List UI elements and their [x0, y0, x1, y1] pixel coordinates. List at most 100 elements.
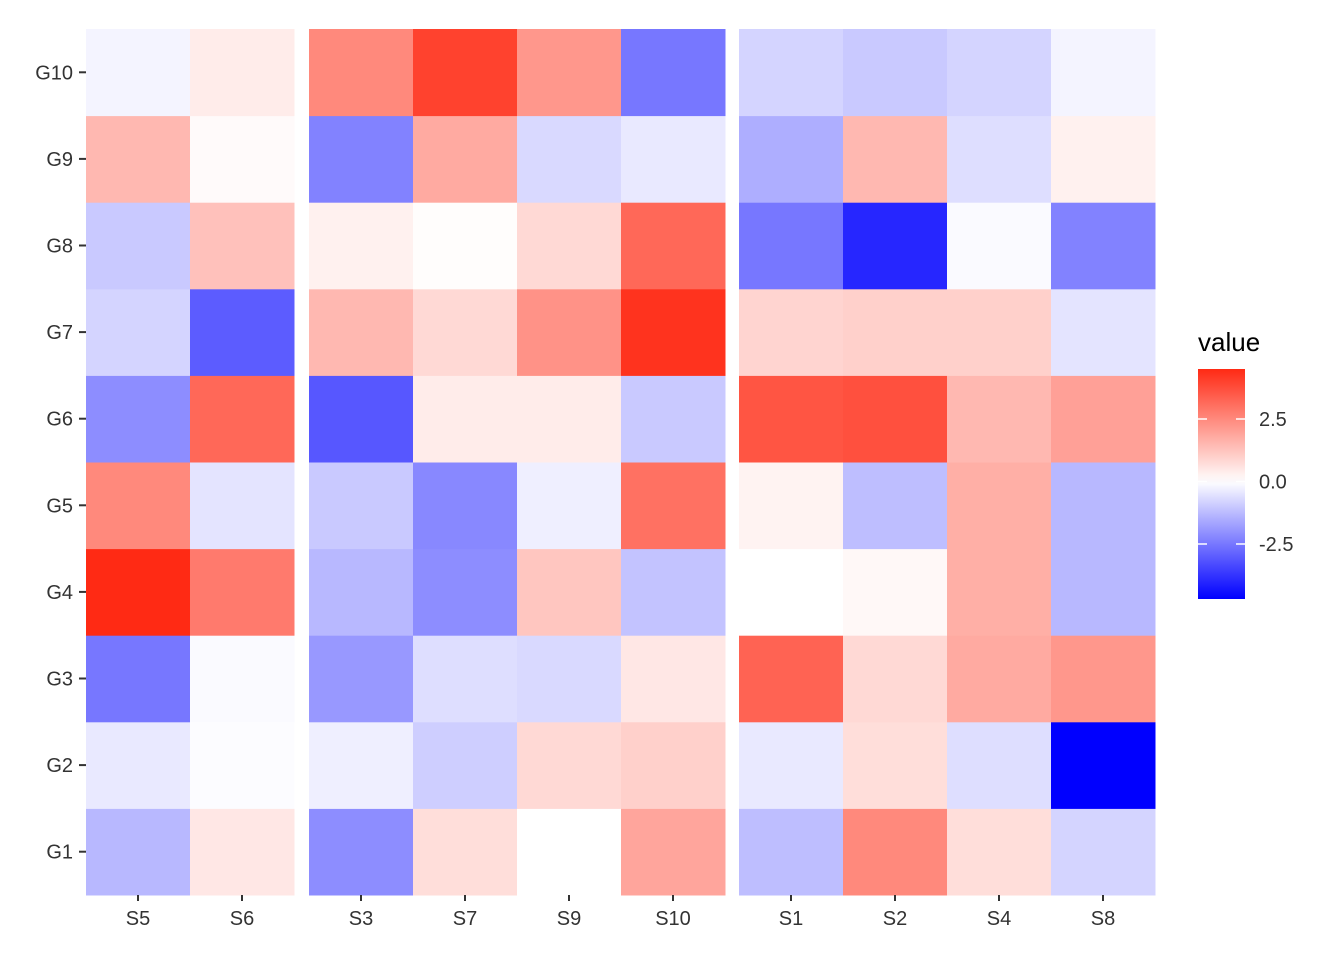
- heatmap-cell-G5-S2: [843, 462, 948, 550]
- heatmap-cell-G1-S1: [739, 808, 844, 896]
- heatmap-cell-G4-S10: [621, 548, 726, 636]
- heatmap-cell-G8-S8: [1051, 202, 1156, 290]
- heatmap-cell-G7-S5: [86, 288, 191, 376]
- heatmap-cell-G9-S1: [739, 115, 844, 203]
- y-tick-label-G10: G10: [35, 62, 73, 84]
- heatmap-cell-G1-S8: [1051, 808, 1156, 896]
- heatmap-cell-G8-S4: [947, 202, 1052, 290]
- heatmap-cell-G8-S1: [739, 202, 844, 290]
- heatmap-cell-G6-S9: [517, 375, 622, 463]
- legend-tick-label: -2.5: [1259, 534, 1293, 556]
- heatmap-cell-G4-S1: [739, 548, 844, 636]
- x-tick-label-S10: S10: [655, 908, 691, 930]
- heatmap-cell-G5-S3: [309, 462, 414, 550]
- legend-tick-label: 0.0: [1259, 472, 1287, 494]
- heatmap-cell-G10-S1: [739, 29, 844, 117]
- heatmap-cell-G10-S10: [621, 29, 726, 117]
- heatmap-cell-G3-S2: [843, 635, 948, 723]
- heatmap-cell-G2-S4: [947, 721, 1052, 809]
- y-tick-label-G3: G3: [46, 669, 73, 691]
- heatmap-cell-G4-S3: [309, 548, 414, 636]
- x-tick-label-S8: S8: [1091, 908, 1115, 930]
- heatmap-cell-G10-S7: [413, 29, 518, 117]
- heatmap-cell-G1-S6: [190, 808, 295, 896]
- heatmap-cell-G4-S2: [843, 548, 948, 636]
- x-tick-label-S6: S6: [230, 908, 254, 930]
- heatmap-cell-G6-S7: [413, 375, 518, 463]
- heatmap-cell-G4-S7: [413, 548, 518, 636]
- heatmap-cell-G8-S10: [621, 202, 726, 290]
- heatmap-cell-G6-S5: [86, 375, 191, 463]
- heatmap-cell-G5-S6: [190, 462, 295, 550]
- heatmap-cell-G8-S2: [843, 202, 948, 290]
- heatmap-cell-G3-S4: [947, 635, 1052, 723]
- legend-ticks: 2.5 0.0 -2.5: [1198, 409, 1293, 556]
- heatmap-cell-G2-S1: [739, 721, 844, 809]
- heatmap-cell-G2-S9: [517, 721, 622, 809]
- heatmap-cell-G7-S3: [309, 288, 414, 376]
- heatmap-cell-G9-S8: [1051, 115, 1156, 203]
- heatmap-cell-G6-S2: [843, 375, 948, 463]
- heatmap-cell-G9-S2: [843, 115, 948, 203]
- y-tick-label-G8: G8: [46, 236, 73, 258]
- legend-tick-label: 2.5: [1259, 409, 1287, 431]
- heatmap-cell-G5-S1: [739, 462, 844, 550]
- heatmap-cell-G7-S9: [517, 288, 622, 376]
- heatmap-cell-G4-S6: [190, 548, 295, 636]
- heatmap-cell-G3-S7: [413, 635, 518, 723]
- heatmap-cell-G4-S5: [86, 548, 191, 636]
- heatmap-cell-G7-S8: [1051, 288, 1156, 376]
- heatmap-cell-G5-S8: [1051, 462, 1156, 550]
- heatmap-cell-G7-S7: [413, 288, 518, 376]
- heatmap-cell-G8-S3: [309, 202, 414, 290]
- y-axis: G1 G2 G3 G4 G5 G6 G7 G8 G9 G10: [35, 62, 86, 864]
- heatmap-cell-G5-S7: [413, 462, 518, 550]
- x-tick-label-S1: S1: [779, 908, 803, 930]
- heatmap-cell-G3-S6: [190, 635, 295, 723]
- y-tick-label-G4: G4: [46, 582, 73, 604]
- heatmap-cell-G3-S10: [621, 635, 726, 723]
- heatmap-cell-G3-S3: [309, 635, 414, 723]
- heatmap-cell-G2-S3: [309, 721, 414, 809]
- heatmap-cell-G10-S3: [309, 29, 414, 117]
- x-axis: S5 S6 S3 S7 S9 S10 S1 S2 S4 S8: [126, 895, 1115, 930]
- legend-title: value: [1198, 327, 1260, 357]
- legend: value 2.5 0.0 -2.5: [1198, 327, 1293, 599]
- heatmap-cell-G1-S9: [517, 808, 622, 896]
- heatmap-cell-G9-S3: [309, 115, 414, 203]
- heatmap-cell-G5-S10: [621, 462, 726, 550]
- heatmap-cell-G3-S5: [86, 635, 191, 723]
- heatmap-cell-G2-S7: [413, 721, 518, 809]
- heatmap-cell-G7-S4: [947, 288, 1052, 376]
- heatmap-cell-G5-S5: [86, 462, 191, 550]
- heatmap-cell-G4-S9: [517, 548, 622, 636]
- heatmap-cell-G8-S9: [517, 202, 622, 290]
- y-tick-label-G9: G9: [46, 149, 73, 171]
- heatmap-cell-G7-S1: [739, 288, 844, 376]
- legend-color-bar: [1198, 369, 1245, 599]
- heatmap-cell-G1-S2: [843, 808, 948, 896]
- heatmap-cell-G1-S5: [86, 808, 191, 896]
- x-tick-label-S5: S5: [126, 908, 150, 930]
- heatmap-cell-G2-S6: [190, 721, 295, 809]
- y-tick-label-G2: G2: [46, 755, 73, 777]
- heatmap-cell-G8-S6: [190, 202, 295, 290]
- y-tick-label-G5: G5: [46, 495, 73, 517]
- heatmap-cell-G10-S2: [843, 29, 948, 117]
- heatmap-cell-G6-S4: [947, 375, 1052, 463]
- x-tick-label-S4: S4: [987, 908, 1011, 930]
- heatmap-cell-G5-S4: [947, 462, 1052, 550]
- heatmap-cell-G9-S10: [621, 115, 726, 203]
- heatmap-cell-G2-S2: [843, 721, 948, 809]
- heatmap-cell-G4-S4: [947, 548, 1052, 636]
- heatmap-cell-G3-S8: [1051, 635, 1156, 723]
- heatmap-cell-G6-S10: [621, 375, 726, 463]
- heatmap-cell-G10-S9: [517, 29, 622, 117]
- heatmap-cell-G6-S8: [1051, 375, 1156, 463]
- heatmap-cell-G6-S3: [309, 375, 414, 463]
- heatmap-cell-G7-S6: [190, 288, 295, 376]
- heatmap-cell-G9-S5: [86, 115, 191, 203]
- y-tick-label-G7: G7: [46, 322, 73, 344]
- heatmap-cell-G8-S5: [86, 202, 191, 290]
